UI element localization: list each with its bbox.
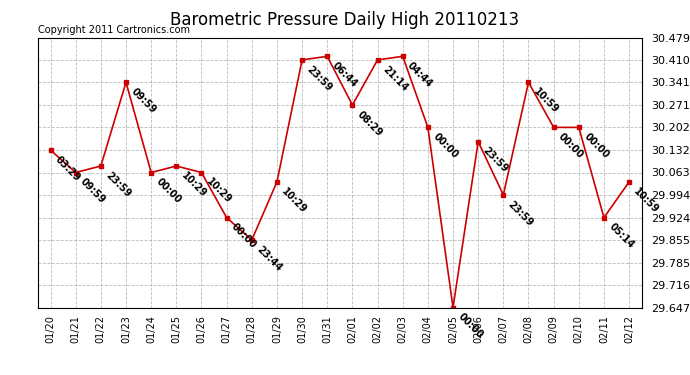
Text: 10:29: 10:29 <box>204 177 233 206</box>
Text: 23:59: 23:59 <box>506 199 535 228</box>
Text: 10:59: 10:59 <box>531 87 560 116</box>
Text: 00:00: 00:00 <box>431 132 460 160</box>
Text: 23:59: 23:59 <box>305 64 334 93</box>
Text: 09:59: 09:59 <box>79 177 108 206</box>
Text: 00:00: 00:00 <box>456 312 485 340</box>
Text: 03:29: 03:29 <box>53 154 82 183</box>
Text: 00:00: 00:00 <box>556 132 585 160</box>
Text: 08:29: 08:29 <box>355 109 384 138</box>
Text: 23:59: 23:59 <box>104 170 132 199</box>
Text: 05:14: 05:14 <box>607 222 635 251</box>
Text: 00:00: 00:00 <box>582 132 611 160</box>
Text: Copyright 2011 Cartronics.com: Copyright 2011 Cartronics.com <box>38 25 190 35</box>
Text: 10:29: 10:29 <box>179 170 208 199</box>
Text: 21:14: 21:14 <box>380 64 409 93</box>
Text: 09:59: 09:59 <box>129 87 158 116</box>
Text: 06:44: 06:44 <box>330 60 359 90</box>
Text: 00:00: 00:00 <box>154 177 183 206</box>
Text: 10:59: 10:59 <box>632 186 661 215</box>
Text: 00:00: 00:00 <box>229 222 258 251</box>
Text: 04:44: 04:44 <box>406 60 435 90</box>
Text: 23:44: 23:44 <box>255 244 284 273</box>
Text: Barometric Pressure Daily High 20110213: Barometric Pressure Daily High 20110213 <box>170 11 520 29</box>
Text: 23:59: 23:59 <box>481 146 510 175</box>
Text: 10:29: 10:29 <box>279 186 308 215</box>
